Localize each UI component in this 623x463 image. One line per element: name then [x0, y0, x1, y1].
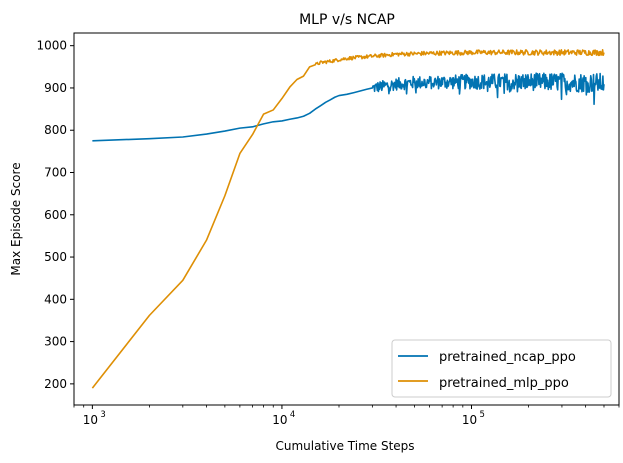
series-line-mlp: [91, 49, 605, 389]
x-axis: 10 3 10 4 10 5: [73, 405, 620, 427]
y-tick-label: 600: [44, 208, 67, 222]
y-tick-label: 900: [44, 81, 67, 95]
y-axis: 200 300 400 500 600 700 800 900 1000: [36, 39, 74, 391]
y-tick-label: 500: [44, 250, 67, 264]
legend-label-mlp: pretrained_mlp_ppo: [439, 376, 569, 391]
y-tick-label: 200: [44, 377, 67, 391]
x-tick-exponent: 3: [100, 410, 105, 420]
x-tick-label: 10: [462, 413, 477, 427]
series-line-ncap: [92, 72, 605, 142]
y-tick-label: 800: [44, 123, 67, 137]
legend: pretrained_ncap_ppo pretrained_mlp_ppo: [391, 339, 612, 398]
legend-label-ncap: pretrained_ncap_ppo: [439, 350, 576, 365]
x-tick-label: 10: [272, 413, 287, 427]
x-tick-label: 10: [83, 413, 98, 427]
series-layer: [91, 49, 605, 389]
chart-title: MLP v/s NCAP: [299, 12, 395, 28]
legend-box: [391, 339, 612, 398]
plot-frame: [73, 32, 620, 406]
y-tick-label: 300: [44, 335, 67, 349]
x-tick-exponent: 4: [290, 410, 295, 420]
x-tick-exponent: 5: [479, 410, 484, 420]
y-tick-label: 700: [44, 166, 67, 180]
y-tick-label: 400: [44, 292, 67, 306]
y-tick-label: 1000: [36, 39, 67, 53]
x-axis-label: Cumulative Time Steps: [275, 439, 414, 453]
y-axis-label: Max Episode Score: [9, 162, 23, 275]
